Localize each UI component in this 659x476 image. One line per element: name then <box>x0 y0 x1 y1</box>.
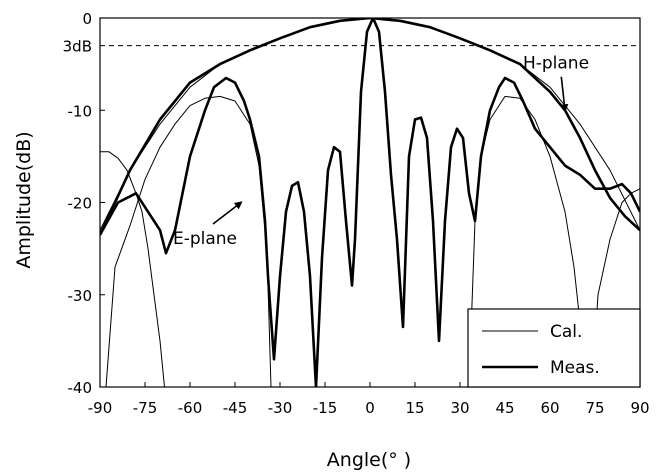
x-tick-label: 30 <box>450 399 469 417</box>
x-tick-label: 90 <box>630 399 649 417</box>
series-line-1 <box>100 18 640 387</box>
annotations: H-plane E-plane <box>173 54 589 249</box>
legend-box <box>467 308 641 388</box>
legend: Cal. Meas. <box>467 308 641 388</box>
annotation-label-1: H-plane <box>523 54 589 74</box>
x-tick-label: 0 <box>365 399 375 417</box>
x-tick-label: -75 <box>133 399 158 417</box>
annotation-label-2: E-plane <box>173 229 237 249</box>
axes: -90 -75 -60 -45 -30 -15 0 15 30 45 60 75 90 0 -10 -20 -3… <box>63 10 650 417</box>
y-tick-label: -30 <box>68 287 93 305</box>
y-tick-label: 0 <box>82 10 92 28</box>
y-tick-label: -20 <box>68 195 93 213</box>
x-tick-label: -15 <box>313 399 338 417</box>
reference-line-label: 3dB <box>63 38 92 56</box>
x-tick-label: -45 <box>223 399 248 417</box>
x-tick-label: 75 <box>585 399 604 417</box>
x-tick-label: -30 <box>268 399 293 417</box>
x-tick-label: 45 <box>495 399 514 417</box>
legend-label-2: Meas. <box>550 358 600 378</box>
y-tick-label: -10 <box>68 102 93 120</box>
y-tick-label: -40 <box>68 379 93 397</box>
series-line-3 <box>100 151 165 387</box>
series-line-4 <box>105 95 272 387</box>
y-axis-label: Amplitude(dB) <box>13 131 35 268</box>
legend-label-1: Cal. <box>550 322 582 342</box>
annotation-arrow-2 <box>212 201 243 225</box>
series-line-5 <box>100 18 640 231</box>
series-group <box>100 18 640 387</box>
x-tick-label: -90 <box>88 399 113 417</box>
annotation-arrow-1 <box>560 76 569 113</box>
plot-area <box>100 18 640 387</box>
x-tick-label: 15 <box>405 399 424 417</box>
x-axis-label: Angle(° ) <box>327 449 411 471</box>
x-tick-label: 60 <box>540 399 559 417</box>
x-tick-label: -60 <box>178 399 203 417</box>
series-line-6 <box>468 95 587 387</box>
